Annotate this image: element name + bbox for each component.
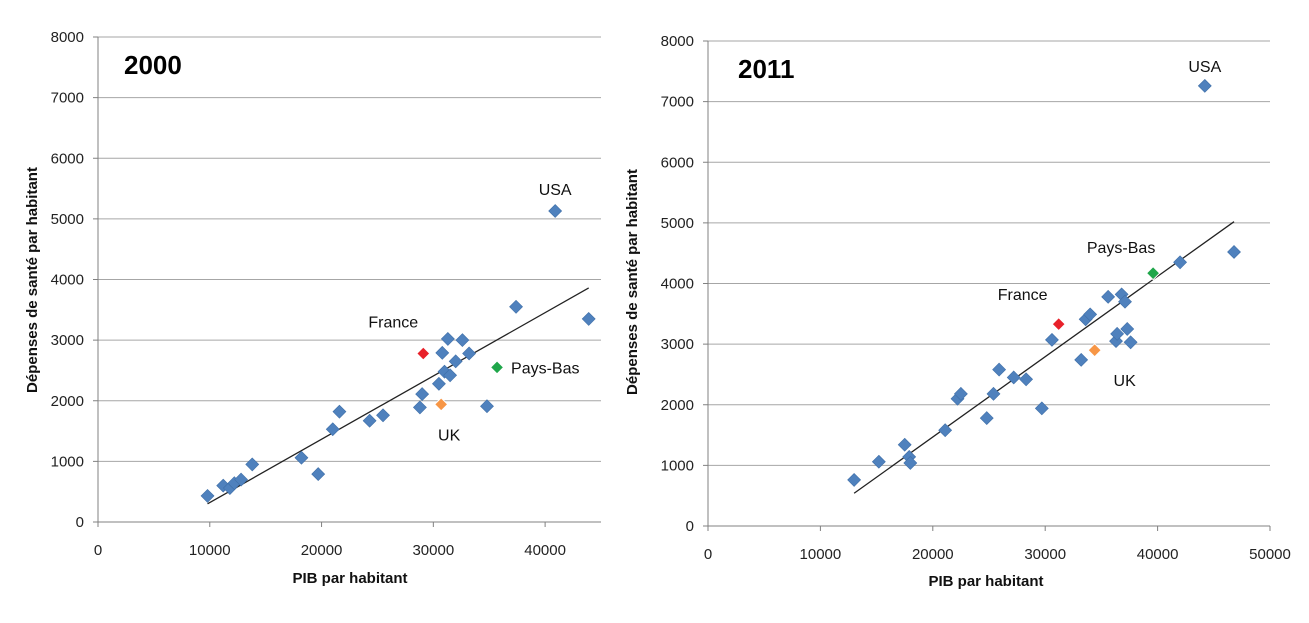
y-tick-label: 6000: [661, 154, 694, 171]
data-point: [1006, 370, 1021, 385]
data-point: [992, 362, 1007, 377]
x-tick-label: 30000: [412, 542, 454, 559]
x-tick-label: 40000: [1137, 546, 1179, 563]
y-tick-label: 0: [76, 514, 84, 531]
data-point: [1173, 255, 1188, 270]
data-point: [1083, 307, 1098, 322]
data-point: [1074, 352, 1089, 367]
y-tick-label: 5000: [51, 211, 84, 228]
x-axis-title: PIB par habitant: [292, 570, 407, 587]
data-point: [1019, 372, 1034, 387]
y-tick-label: 4000: [51, 272, 84, 289]
chart-title: 2000: [124, 50, 182, 80]
annotation-usa: USA: [1188, 59, 1221, 76]
data-point: [448, 354, 463, 369]
x-tick-label: 40000: [524, 542, 566, 559]
annotation-france: France: [368, 314, 418, 331]
data-point: [581, 311, 596, 326]
data-point-pays-bas: [1145, 265, 1161, 281]
data-point: [1123, 335, 1138, 350]
x-tick-label: 0: [704, 546, 712, 563]
trend-line: [207, 287, 590, 505]
chart-title: 2011: [738, 54, 794, 84]
x-tick-label: 20000: [301, 542, 343, 559]
data-point-france: [416, 346, 431, 361]
data-point: [443, 368, 458, 383]
data-point: [412, 400, 427, 415]
data-point: [462, 346, 477, 361]
data-point-usa: [548, 204, 563, 218]
y-tick-label: 7000: [51, 90, 84, 107]
y-axis-title: Dépenses de santé par habitant: [24, 167, 41, 393]
y-tick-label: 1000: [51, 453, 84, 470]
data-point: [509, 299, 523, 314]
data-point: [415, 387, 430, 402]
data-point: [200, 489, 215, 503]
data-point: [903, 456, 918, 470]
data-point: [1110, 326, 1125, 341]
chart-2000: 0 1000 2000 3000 4000 5000 6000 7000 8000 0 10000 2…: [24, 29, 601, 587]
data-point: [332, 404, 347, 419]
y-tick-label: 3000: [661, 336, 694, 353]
annotation-usa: USA: [539, 182, 572, 199]
y-tick-label: 3000: [51, 332, 84, 349]
data-point-usa: [1197, 78, 1212, 93]
annotation-pays-bas: Pays-Bas: [1087, 240, 1155, 257]
data-point: [440, 331, 455, 346]
data-point: [897, 437, 912, 452]
x-tick-label: 50000: [1249, 546, 1291, 563]
y-tick-label: 2000: [51, 393, 84, 410]
data-point: [431, 376, 446, 391]
annotation-uk: UK: [1114, 373, 1137, 390]
data-point: [938, 423, 953, 438]
data-point: [1227, 245, 1241, 259]
data-point: [847, 473, 862, 487]
data-point: [1120, 322, 1135, 336]
data-point: [435, 345, 450, 360]
x-tick-label: 0: [94, 542, 102, 559]
data-point: [376, 408, 390, 423]
chart-2011: 0 1000 2000 3000 4000 5000 6000 7000 8000 0 10000 2…: [624, 33, 1291, 590]
data-point: [294, 450, 309, 465]
data-point: [362, 413, 377, 428]
x-tick-label: 30000: [1024, 546, 1066, 563]
annotation-france: France: [998, 287, 1048, 304]
data-point: [245, 457, 260, 472]
data-point-pays-bas: [489, 360, 505, 375]
data-point: [1045, 332, 1059, 347]
data-point: [986, 386, 1001, 401]
data-point: [480, 399, 494, 414]
data-point: [871, 454, 886, 469]
y-tick-label: 1000: [661, 457, 694, 474]
y-tick-label: 5000: [661, 215, 694, 232]
y-tick-label: 7000: [661, 94, 694, 111]
data-point: [1118, 294, 1132, 309]
annotation-pays-bas: Pays-Bas: [511, 360, 579, 377]
annotation-uk: UK: [438, 427, 461, 444]
data-point: [325, 422, 340, 437]
data-point: [979, 411, 994, 426]
data-point-uk: [1087, 342, 1102, 358]
trend-line: [853, 221, 1235, 494]
x-axis-title: PIB par habitant: [928, 573, 1043, 590]
data-point: [311, 467, 326, 482]
y-tick-label: 6000: [51, 150, 84, 167]
data-point-france: [1051, 316, 1066, 332]
data-point: [953, 386, 968, 401]
y-tick-label: 4000: [661, 276, 694, 293]
data-point: [1034, 401, 1049, 416]
data-point: [1101, 289, 1116, 304]
x-tick-label: 10000: [800, 546, 842, 563]
y-axis-title: Dépenses de santé par habitant: [624, 169, 641, 395]
x-tick-label: 10000: [189, 542, 231, 559]
y-tick-label: 8000: [661, 33, 694, 50]
data-point-uk: [433, 397, 449, 412]
data-point: [455, 333, 470, 348]
x-tick-label: 20000: [912, 546, 954, 563]
y-tick-label: 8000: [51, 29, 84, 46]
y-tick-label: 2000: [661, 397, 694, 414]
data-point: [234, 472, 248, 487]
y-tick-label: 0: [686, 518, 694, 535]
